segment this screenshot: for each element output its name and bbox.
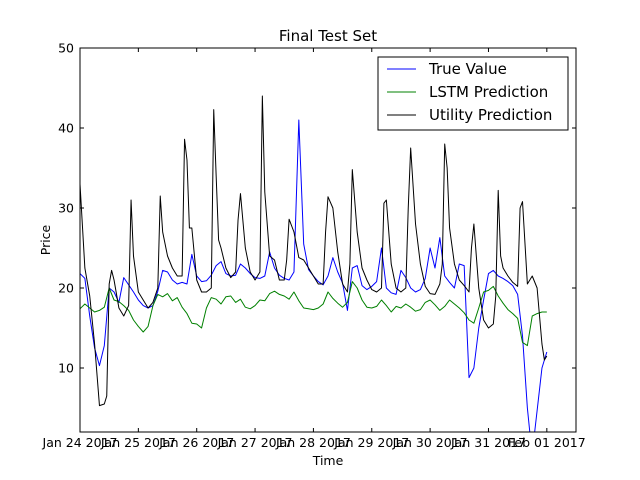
x-tick-label: Jan 28 2017: [275, 435, 351, 450]
y-tick-label: 30: [58, 201, 74, 216]
legend-label: LSTM Prediction: [429, 83, 548, 101]
x-axis-label: Time: [312, 453, 344, 468]
x-tick-label: Jan 27 2017: [217, 435, 293, 450]
x-tick-label: Feb 01 2017: [508, 435, 586, 450]
series-line-utility-prediction: [80, 95, 548, 407]
y-tick-label: 20: [58, 281, 74, 296]
x-tick-label: Jan 29 2017: [333, 435, 409, 450]
y-tick-label: 50: [58, 41, 74, 56]
series-line-lstm-prediction: [80, 281, 547, 347]
y-tick-label: 10: [58, 361, 74, 376]
y-tick-label: 40: [58, 121, 74, 136]
plot-frame: [79, 47, 577, 433]
y-axis-label: Price: [38, 224, 53, 255]
chart-title: Final Test Set: [279, 27, 377, 45]
x-tick-label: Jan 31 2017: [450, 435, 526, 450]
legend: True Value LSTM Prediction Utility Predict…: [377, 56, 569, 131]
series-layer: [80, 95, 548, 432]
x-tick-label: Jan 24 2017: [42, 435, 118, 450]
legend-label: Utility Prediction: [429, 106, 552, 124]
legend-label: True Value: [428, 60, 507, 78]
x-tick-label: Jan 25 2017: [100, 435, 176, 450]
x-tick-label: Jan 30 2017: [392, 435, 468, 450]
x-tick-label: Jan 26 2017: [158, 435, 234, 450]
